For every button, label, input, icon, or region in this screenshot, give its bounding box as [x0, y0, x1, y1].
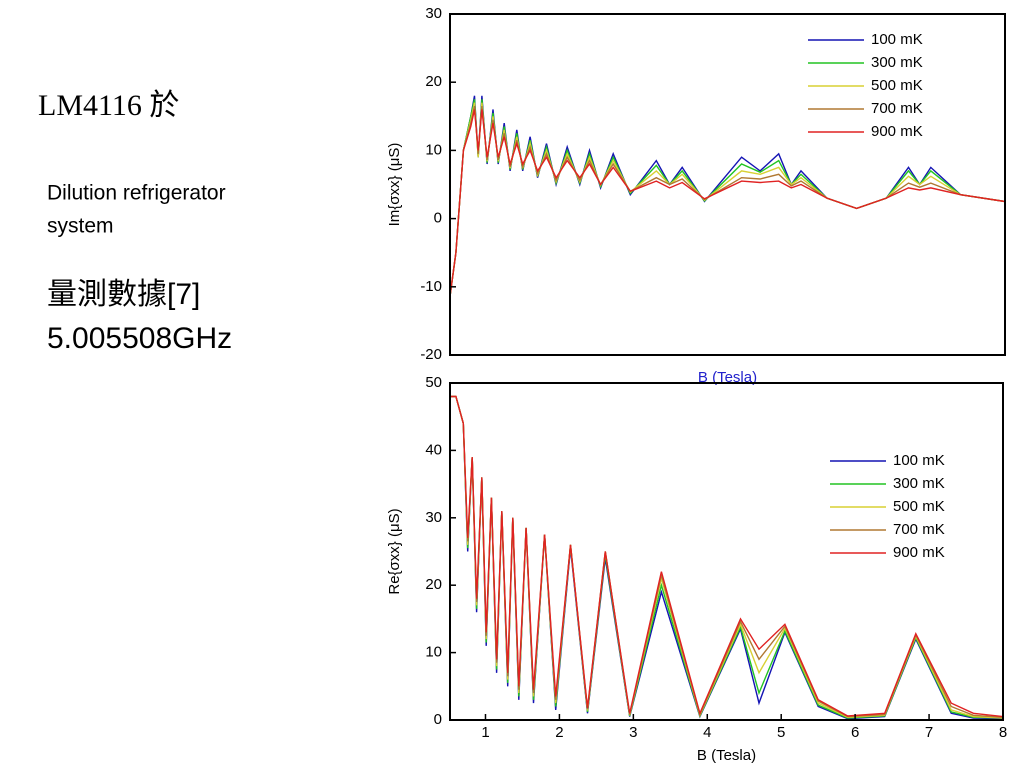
y-tick-label: 10 — [425, 644, 442, 661]
legend-label: 500 mK — [871, 77, 923, 94]
legend-label: 100 mK — [893, 452, 945, 469]
legend-label: 900 mK — [871, 123, 923, 140]
y-tick-label: 20 — [425, 576, 442, 593]
slide-title: LM4116 於 — [38, 89, 179, 122]
series-line — [450, 109, 1005, 302]
x-axis-label: B (Tesla) — [698, 369, 757, 386]
x-tick-label: 3 — [629, 724, 637, 741]
plot-frame — [449, 382, 1004, 721]
y-axis-label: Re{σxx} (μS) — [386, 508, 403, 594]
y-tick-label: -10 — [420, 278, 442, 295]
series-line — [450, 395, 1003, 718]
y-tick-label: 0 — [434, 210, 442, 227]
y-tick-label: 0 — [434, 711, 442, 728]
x-tick-label: 8 — [999, 724, 1007, 741]
y-tick-label: 50 — [425, 374, 442, 391]
plot-frame — [449, 13, 1006, 356]
subtitle-line: system — [47, 215, 114, 238]
note: 5.005508GHz — [47, 322, 232, 355]
legend-label: 500 mK — [893, 498, 945, 515]
x-tick-label: 1 — [481, 724, 489, 741]
legend-label: 300 mK — [893, 475, 945, 492]
legend-label: 300 mK — [871, 54, 923, 71]
legend-label: 700 mK — [871, 100, 923, 117]
legend-label: 900 mK — [893, 544, 945, 561]
x-tick-label: 2 — [555, 724, 563, 741]
x-tick-label: 7 — [925, 724, 933, 741]
x-axis-label: B (Tesla) — [697, 747, 756, 764]
y-tick-label: 30 — [425, 509, 442, 526]
legend-label: 700 mK — [893, 521, 945, 538]
y-tick-label: 30 — [425, 5, 442, 22]
y-axis-label: Im{σxx} (μS) — [386, 143, 403, 227]
y-tick-label: 20 — [425, 73, 442, 90]
y-tick-label: 10 — [425, 141, 442, 158]
note: 量測數據[7] — [47, 278, 200, 311]
legend-label: 100 mK — [871, 31, 923, 48]
x-tick-label: 4 — [703, 724, 711, 741]
y-tick-label: -20 — [420, 346, 442, 363]
x-tick-label: 6 — [851, 724, 859, 741]
x-tick-label: 5 — [777, 724, 785, 741]
y-tick-label: 40 — [425, 441, 442, 458]
subtitle-line: Dilution refrigerator — [47, 182, 226, 205]
